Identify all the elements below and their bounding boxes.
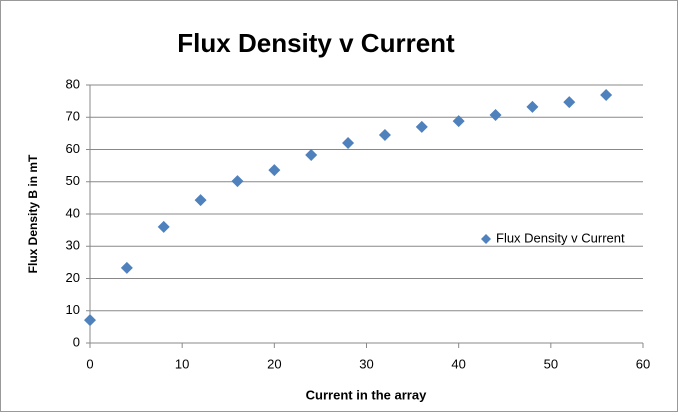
x-tick-label: 0 bbox=[86, 356, 93, 371]
data-point bbox=[268, 164, 281, 177]
data-point bbox=[342, 137, 355, 150]
x-tick-label: 60 bbox=[636, 356, 650, 371]
data-point bbox=[489, 108, 502, 121]
y-tick-label: 10 bbox=[66, 302, 80, 317]
data-point bbox=[378, 128, 391, 141]
x-tick-label: 20 bbox=[267, 356, 281, 371]
y-tick-label: 20 bbox=[66, 270, 80, 285]
data-point bbox=[526, 100, 539, 113]
data-point bbox=[600, 88, 613, 101]
y-tick-label: 60 bbox=[66, 141, 80, 156]
y-tick-label: 50 bbox=[66, 173, 80, 188]
y-tick-label: 30 bbox=[66, 238, 80, 253]
y-tick-label: 0 bbox=[73, 334, 80, 349]
y-tick-label: 70 bbox=[66, 109, 80, 124]
data-point bbox=[194, 194, 207, 207]
data-point bbox=[305, 148, 318, 161]
y-tick-label: 80 bbox=[66, 76, 80, 91]
y-tick-label: 40 bbox=[66, 205, 80, 220]
x-tick-label: 40 bbox=[451, 356, 465, 371]
legend-label: Flux Density v Current bbox=[496, 230, 625, 245]
x-tick-label: 50 bbox=[544, 356, 558, 371]
data-point bbox=[84, 314, 96, 327]
y-axis-label: Flux Density B in mT bbox=[26, 154, 40, 273]
chart-title: Flux Density v Current bbox=[177, 28, 455, 58]
data-point bbox=[415, 120, 428, 133]
data-point bbox=[120, 261, 133, 274]
data-point bbox=[563, 96, 576, 109]
data-point bbox=[157, 220, 170, 233]
x-tick-label: 10 bbox=[175, 356, 189, 371]
x-axis-label: Current in the array bbox=[306, 387, 427, 402]
x-tick-label: 30 bbox=[359, 356, 373, 371]
data-point bbox=[452, 115, 465, 128]
data-point bbox=[231, 175, 244, 188]
legend-marker bbox=[481, 234, 491, 244]
